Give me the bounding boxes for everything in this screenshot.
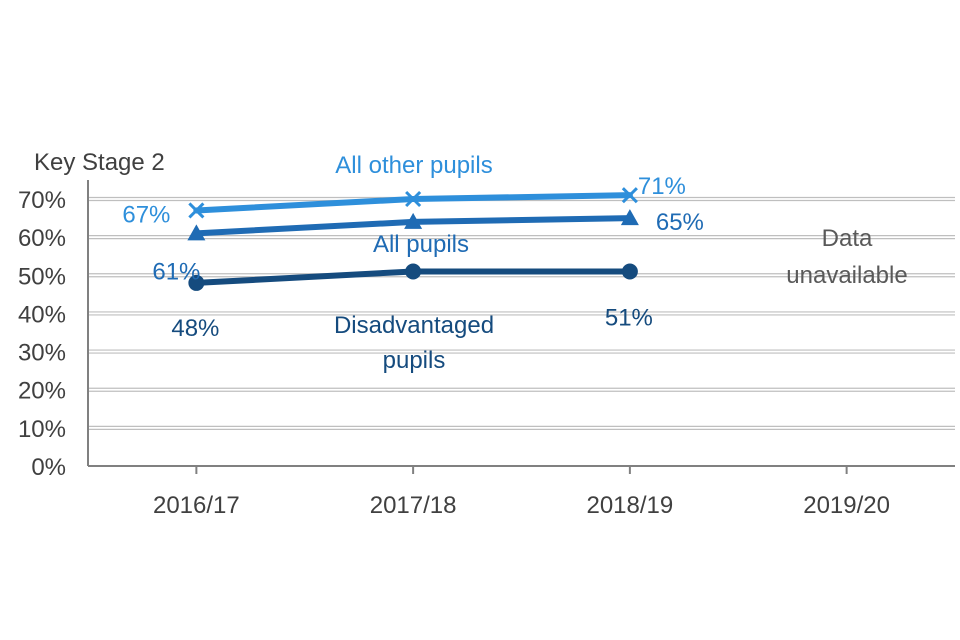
marker-circle (188, 274, 205, 291)
y-tick-label: 60% (18, 225, 66, 252)
data-labels: 67% 71% 61% 65% 48% 51% (122, 173, 704, 342)
note-data-unavailable-line2: unavailable (786, 262, 907, 289)
chart-title: Key Stage 2 (34, 149, 165, 176)
marker-x (188, 202, 205, 219)
marker-triangle (404, 212, 423, 229)
data-label: 61% (152, 258, 200, 285)
note-data-unavailable-line1: Data (822, 225, 873, 252)
marker-triangle (620, 209, 639, 226)
series-lines (187, 187, 639, 291)
marker-circle (621, 263, 638, 280)
data-label: 51% (605, 304, 653, 331)
marker-x (621, 187, 638, 204)
marker-circle (405, 263, 422, 280)
data-label: 71% (638, 173, 686, 200)
x-axis-categories: 2016/17 2017/18 2018/19 2019/20 (153, 492, 890, 519)
y-tick-label: 30% (18, 340, 66, 367)
series-label-all-pupils: All pupils (373, 231, 469, 258)
y-tick-label: 0% (31, 454, 66, 481)
y-tick-label: 20% (18, 378, 66, 405)
x-category-label: 2018/19 (586, 492, 673, 519)
data-label: 67% (122, 201, 170, 228)
y-axis-ticks: 0% 10% 20% 30% 40% 50% 60% 70% (18, 187, 66, 481)
x-category-label: 2016/17 (153, 492, 240, 519)
data-label: 48% (171, 315, 219, 342)
y-tick-label: 10% (18, 416, 66, 443)
series-label-all-other-pupils: All other pupils (335, 152, 492, 179)
marker-triangle (187, 224, 206, 241)
y-tick-label: 40% (18, 301, 66, 328)
axes (87, 180, 955, 474)
marker-x (405, 190, 422, 208)
x-category-label: 2019/20 (803, 492, 890, 519)
series-label-disadvantaged-line2: pupils (383, 347, 446, 374)
series-label-disadvantaged-line1: Disadvantaged (334, 312, 494, 339)
data-label: 65% (656, 209, 704, 236)
y-tick-label: 70% (18, 187, 66, 214)
x-category-label: 2017/18 (370, 492, 457, 519)
y-tick-label: 50% (18, 263, 66, 290)
